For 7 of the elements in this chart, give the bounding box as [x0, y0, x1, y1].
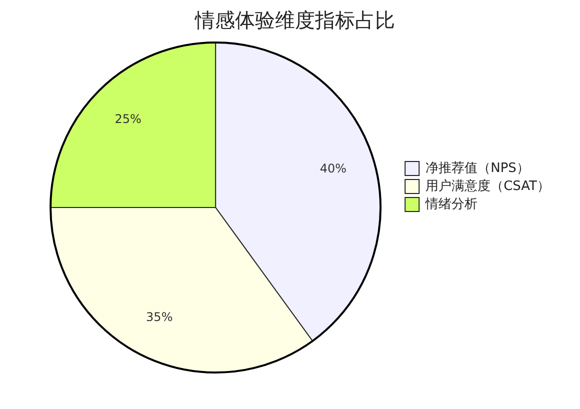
data-label: 35% [146, 310, 173, 324]
data-label: 25% [114, 112, 142, 126]
legend-label: 情绪分析 [424, 196, 478, 212]
legend-label: 净推荐值（NPS） [426, 160, 530, 176]
chart-title: 情感体验维度指标占比 [194, 8, 395, 32]
legend-label: 用户满意度（CSAT） [426, 178, 550, 194]
data-label: 40% [320, 161, 347, 176]
